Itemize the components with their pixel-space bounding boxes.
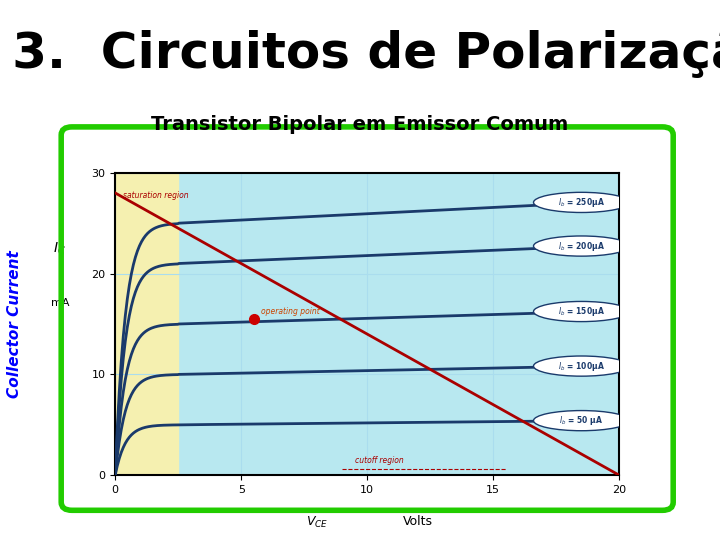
Text: $I_b$ = 250μA: $I_b$ = 250μA <box>558 196 605 209</box>
Ellipse shape <box>534 356 629 376</box>
Ellipse shape <box>534 301 629 322</box>
Ellipse shape <box>534 236 629 256</box>
Text: Collector Current: Collector Current <box>7 250 22 398</box>
Text: $I_b$ = 200μA: $I_b$ = 200μA <box>558 240 605 253</box>
Bar <box>115 173 179 475</box>
Text: $V_{CE}$: $V_{CE}$ <box>306 515 328 530</box>
Ellipse shape <box>534 192 629 212</box>
Text: Volts: Volts <box>402 515 433 528</box>
Ellipse shape <box>534 410 629 431</box>
Text: operating point: operating point <box>261 307 320 316</box>
Text: Transistor Bipolar em Emissor Comum: Transistor Bipolar em Emissor Comum <box>151 114 569 134</box>
Text: $I_C$: $I_C$ <box>53 240 66 256</box>
Text: $I_b$ = 150μA: $I_b$ = 150μA <box>558 305 605 318</box>
Text: 7. 3.  Circuitos de Polarização: 7. 3. Circuitos de Polarização <box>0 30 720 78</box>
Text: $I_b$ = 100μA: $I_b$ = 100μA <box>558 360 605 373</box>
Text: $I_b$ = 50 μA: $I_b$ = 50 μA <box>559 414 603 427</box>
Text: mA: mA <box>50 298 69 308</box>
Text: cutoff region: cutoff region <box>355 456 403 465</box>
Text: saturation region: saturation region <box>122 191 189 200</box>
